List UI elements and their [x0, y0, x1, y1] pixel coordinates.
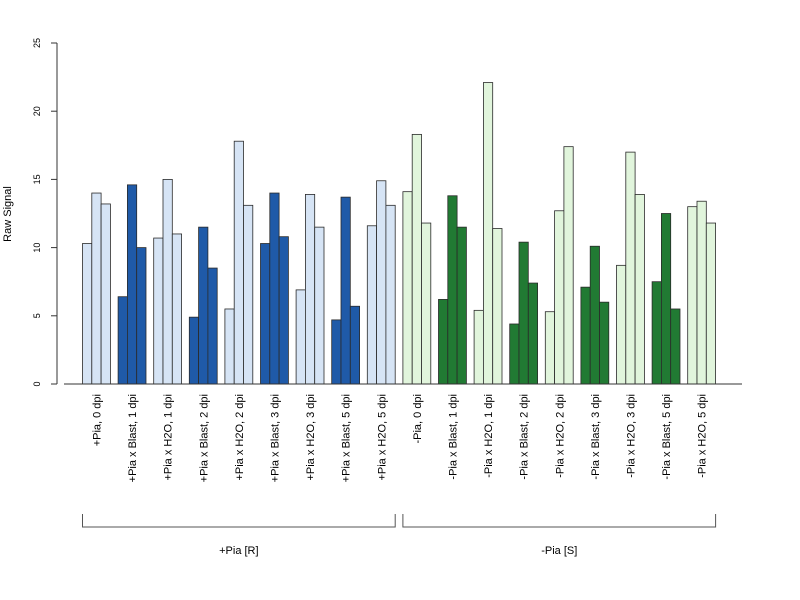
y-tick-label: 25: [32, 38, 42, 48]
bar: [331, 319, 342, 385]
category-label: +Pia x H2O, 5 dpi: [376, 394, 388, 481]
y-tick-label: 0: [32, 381, 42, 386]
bar: [171, 233, 183, 385]
bar: [527, 282, 538, 385]
bar: [544, 311, 555, 385]
bar: [661, 213, 672, 385]
group-bracket: [82, 514, 396, 528]
category-label: +Pia x H2O, 2 dpi: [234, 394, 246, 481]
bar: [705, 222, 716, 385]
category-label: -Pia x Blast, 1 dpi: [447, 394, 459, 480]
bar: [518, 241, 529, 385]
bar: [554, 210, 565, 385]
y-axis: 0 5 10 15 20 25: [32, 38, 58, 387]
category-label: +Pia x Blast, 2 dpi: [198, 394, 210, 482]
bar: [482, 82, 494, 385]
category-label: -Pia x H2O, 1 dpi: [483, 394, 495, 478]
bar: [304, 194, 316, 385]
bar: [162, 178, 173, 385]
bar: [580, 286, 591, 385]
bar: [563, 146, 574, 385]
category-label: -Pia x H2O, 3 dpi: [625, 394, 637, 478]
bar: [278, 236, 289, 385]
category-label: -Pia x H2O, 2 dpi: [554, 394, 566, 478]
category-label: -Pia x Blast, 5 dpi: [661, 394, 673, 480]
bar: [696, 200, 707, 385]
bar: [651, 281, 662, 385]
category-label: +Pia, 0 dpi: [91, 394, 103, 446]
bar: [153, 237, 164, 385]
bar: [509, 323, 520, 385]
category-label: +Pia x Blast, 5 dpi: [341, 394, 353, 482]
bar: [224, 308, 235, 385]
y-tick-label: 10: [32, 243, 42, 253]
bar: [82, 243, 93, 385]
category-label: +Pia x Blast, 1 dpi: [127, 394, 139, 482]
bar: [349, 305, 360, 385]
bar: [385, 204, 396, 385]
y-tick-label: 20: [32, 106, 42, 116]
category-label: -Pia x Blast, 3 dpi: [590, 394, 602, 480]
bar: [340, 196, 351, 385]
bar: [670, 308, 681, 385]
category-label: +Pia x Blast, 3 dpi: [269, 394, 281, 482]
group-label: +Pia [R]: [219, 545, 258, 557]
bar: [687, 206, 698, 385]
bar: [402, 191, 413, 385]
bar: [447, 195, 458, 385]
bar: [411, 133, 422, 385]
bar: [295, 289, 306, 385]
bar: [243, 204, 254, 385]
bar: [117, 296, 128, 385]
bar: [136, 247, 147, 385]
bar: [91, 192, 102, 385]
category-label: +Pia x H2O, 3 dpi: [305, 394, 317, 481]
y-axis-label: Raw Signal: [2, 186, 14, 242]
bar: [198, 226, 209, 385]
bar: [269, 192, 280, 385]
category-label: -Pia, 0 dpi: [412, 394, 424, 444]
bar: [188, 316, 200, 385]
bar: [589, 245, 600, 385]
bar: [376, 180, 387, 385]
bar: [314, 226, 325, 385]
bar: [207, 267, 218, 385]
y-tick-label: 5: [32, 313, 42, 318]
bar: [634, 194, 645, 385]
bar: [616, 264, 627, 385]
category-label: -Pia x Blast, 2 dpi: [519, 394, 531, 480]
bars: [82, 82, 716, 385]
group-label: -Pia [S]: [541, 545, 577, 557]
bar: [456, 226, 467, 385]
bar: [100, 203, 111, 385]
bar: [233, 140, 244, 385]
category-label: -Pia x H2O, 5 dpi: [697, 394, 709, 478]
bar: [473, 309, 484, 385]
y-tick-label: 15: [32, 174, 42, 184]
category-label: +Pia x H2O, 1 dpi: [163, 394, 175, 481]
bar: [492, 228, 503, 385]
bar: [438, 299, 449, 385]
bar: [421, 222, 432, 385]
bar: [366, 225, 377, 385]
category-labels: +Pia, 0 dpi +Pia x Blast, 1 dpi +Pia x H2O…: [91, 394, 708, 482]
group-bracket: [402, 514, 717, 528]
bar: [625, 151, 636, 385]
bar: [127, 184, 138, 385]
bar: [599, 301, 610, 385]
bar: [260, 243, 271, 385]
group-brackets: +Pia [R] -Pia [S]: [82, 514, 717, 557]
